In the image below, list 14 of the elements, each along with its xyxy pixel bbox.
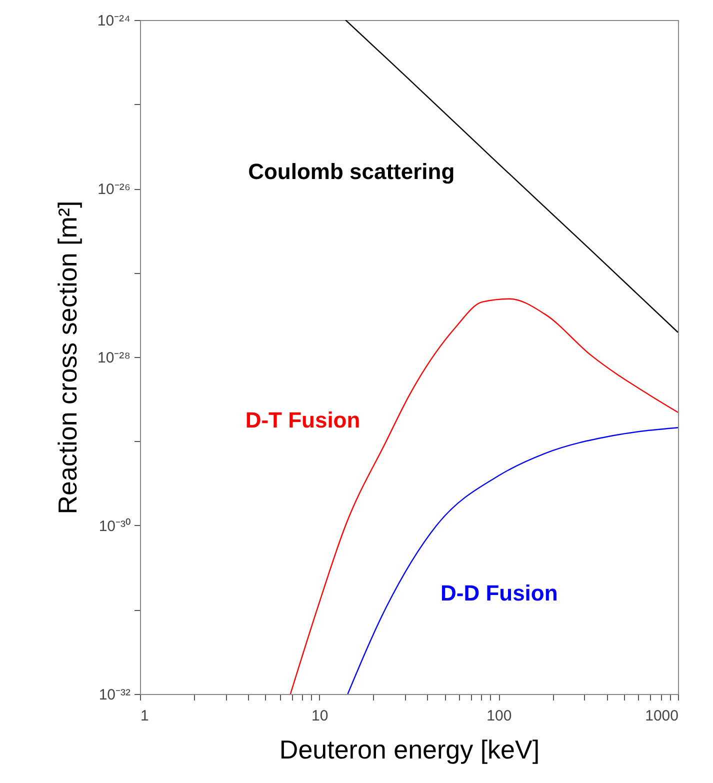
x-tick-label: 1000 <box>645 708 678 724</box>
x-tick-label: 10 <box>311 708 328 724</box>
y-tick-label: 10⁻²⁴ <box>97 12 130 30</box>
y-tick-label: 10⁻³² <box>98 686 130 704</box>
series-label: D-T Fusion <box>245 407 360 432</box>
x-tick-label: 1 <box>140 708 149 724</box>
x-tick-label: 100 <box>486 708 512 724</box>
y-tick-label: 10⁻²⁸ <box>97 350 130 366</box>
series-label: Coulomb scattering <box>248 158 455 184</box>
y-axis-title: Reaction cross section [m²] <box>52 200 82 514</box>
x-axis-title: Deuteron energy [keV] <box>279 734 540 764</box>
y-tick-label: 10⁻²⁶ <box>98 181 130 198</box>
y-tick-label: 10⁻³⁰ <box>98 518 130 535</box>
series-label: D-D Fusion <box>440 580 558 606</box>
